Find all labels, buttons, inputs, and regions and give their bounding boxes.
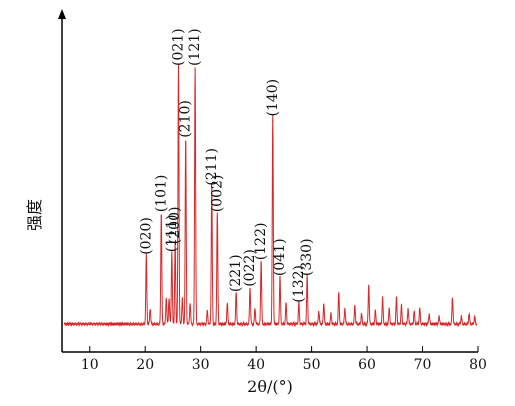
- peak-point: [177, 69, 180, 71]
- peak-point: [254, 311, 256, 313]
- peak-point: [407, 311, 409, 313]
- peak-point: [395, 300, 398, 302]
- plot-area: [63, 64, 478, 328]
- peak-point: [400, 308, 403, 310]
- peak-label: (021): [171, 28, 187, 66]
- peak-point: [368, 287, 370, 289]
- peak-point: [235, 295, 237, 297]
- peak-label: (330): [299, 238, 315, 276]
- peak-label: (132): [291, 265, 307, 303]
- x-axis-label: 2θ/(°): [247, 377, 293, 396]
- peak-point: [189, 306, 191, 308]
- peak-point: [360, 316, 363, 318]
- peak-point: [381, 300, 384, 302]
- peak-label: (140): [265, 79, 281, 117]
- x-tick-label: 30: [192, 357, 210, 373]
- x-tick-label: 40: [247, 357, 265, 373]
- x-tick-label: 10: [81, 357, 99, 373]
- peak-point: [298, 306, 300, 308]
- peak-label: (101): [153, 175, 169, 213]
- peak-point: [185, 141, 187, 143]
- peak-point: [318, 314, 320, 316]
- x-tick-label: 70: [414, 357, 432, 373]
- peak-point: [323, 306, 325, 308]
- peak-point: [338, 295, 340, 297]
- peak-point: [388, 311, 390, 313]
- peak-point: [413, 314, 415, 316]
- peak-point: [438, 319, 440, 321]
- peak-point: [260, 263, 262, 265]
- peak-point: [354, 308, 356, 310]
- peak-point: [206, 314, 208, 316]
- peak-point: [306, 279, 308, 281]
- x-tick-label: 80: [469, 357, 487, 373]
- peak-label: (041): [272, 238, 288, 276]
- peak-point: [211, 189, 213, 191]
- peak-point: [285, 306, 287, 308]
- peak-label: (221): [228, 254, 244, 292]
- peak-label: (122): [253, 223, 269, 261]
- peak-label: (022): [242, 249, 258, 287]
- peak-label: (002): [209, 175, 225, 213]
- peak-point: [160, 215, 162, 217]
- x-tick-label: 50: [303, 357, 321, 373]
- peak-point: [249, 290, 251, 292]
- peak-point: [460, 319, 462, 321]
- peak-point: [226, 306, 228, 308]
- peak-point: [181, 300, 183, 302]
- peak-point: [272, 119, 274, 122]
- peak-point: [468, 316, 470, 318]
- peak-label: (211): [204, 148, 220, 186]
- peak-point: [165, 300, 167, 302]
- peak-label: (210): [178, 100, 194, 138]
- x-tick-label: 20: [136, 357, 154, 373]
- peak-point: [145, 258, 147, 260]
- peak-point: [451, 300, 454, 302]
- peak-point: [174, 247, 176, 249]
- y-axis-label: 强度: [25, 199, 44, 231]
- peak-label: (111): [164, 215, 180, 253]
- peak-point: [149, 311, 151, 313]
- peak-point: [428, 316, 430, 318]
- peak-label: (020): [138, 217, 154, 255]
- peak-label: (200): [167, 207, 183, 245]
- peak-point: [216, 215, 218, 217]
- x-tick-label: 60: [358, 357, 376, 373]
- peak-point: [279, 279, 281, 281]
- x-ticks: 10 20 30 40 50 60 70 80: [81, 346, 487, 373]
- peak-point: [330, 316, 332, 318]
- peak-point: [168, 300, 170, 302]
- peak-point: [171, 255, 173, 257]
- peak-label: (121): [187, 28, 203, 66]
- peak-point: [419, 311, 421, 313]
- peak-point: [194, 69, 196, 71]
- peak-labels: (020) (101) (111)(200) (021) (210) (121) (211)…: [138, 28, 476, 321]
- peak-point: [474, 319, 476, 321]
- peak-point: [374, 314, 376, 316]
- xrd-spectrum-line: [63, 64, 478, 328]
- peak-point: [344, 311, 346, 313]
